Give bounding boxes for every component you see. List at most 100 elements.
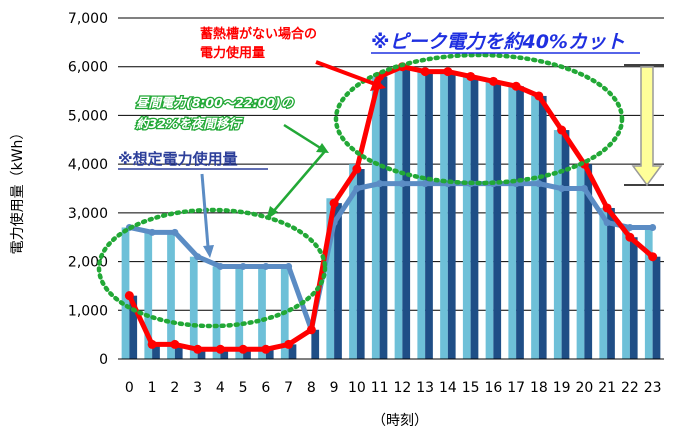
y-tick-label: 1,000: [68, 303, 108, 319]
point-no-storage: [602, 203, 612, 213]
point-no-storage: [443, 67, 453, 77]
bar-assumed: [121, 227, 130, 359]
point-no-storage: [124, 291, 134, 301]
peak-period-ellipse: [333, 52, 625, 186]
bar-assumed: [485, 81, 494, 359]
peak-cut-down-arrow: [631, 66, 663, 187]
shift-arrow-1: [283, 123, 323, 151]
shift-label-line2: 約32%を夜間移行: [135, 116, 243, 131]
point-no-storage: [352, 164, 362, 174]
assumed-callout-arrow: [200, 173, 214, 258]
point-no-storage: [170, 339, 180, 349]
bar-assumed: [508, 86, 517, 359]
y-tick-label: 6,000: [68, 60, 108, 76]
x-axis-title: （時刻）: [372, 413, 428, 429]
no-storage-callout-arrow: [315, 60, 386, 91]
bar-no-storage: [288, 344, 297, 359]
x-tick-label: 22: [621, 380, 639, 396]
x-tick-label: 13: [416, 380, 434, 396]
x-tick-label: 19: [553, 380, 571, 396]
x-tick-label: 9: [330, 380, 339, 396]
x-tick-label: 18: [530, 380, 548, 396]
bar-no-storage: [311, 329, 320, 359]
x-tick-label: 2: [170, 380, 179, 396]
x-tick-label: 4: [216, 380, 225, 396]
x-tick-label: 10: [348, 380, 366, 396]
bar-assumed: [622, 227, 630, 359]
point-no-storage: [488, 76, 498, 86]
bar-no-storage: [493, 81, 502, 359]
point-assumed: [626, 223, 634, 231]
x-tick-label: 12: [393, 380, 411, 396]
point-assumed: [194, 253, 202, 261]
point-no-storage: [215, 344, 225, 354]
point-assumed: [216, 262, 224, 270]
point-assumed: [376, 180, 384, 188]
bar-no-storage: [652, 256, 661, 359]
x-tick-label: 8: [307, 380, 316, 396]
bar-no-storage: [243, 349, 251, 359]
x-tick-label: 7: [284, 380, 293, 396]
point-no-storage: [648, 252, 658, 262]
bar-assumed: [258, 266, 266, 359]
y-tick-label: 5,000: [68, 108, 108, 124]
bar-no-storage: [538, 95, 547, 359]
no-storage-label-line1: 蓄熱槽がない場合の: [200, 26, 317, 42]
point-assumed: [398, 180, 406, 188]
bar-no-storage: [447, 71, 456, 359]
point-no-storage: [557, 125, 567, 135]
x-tick-label: 3: [193, 380, 202, 396]
bar-no-storage: [402, 66, 411, 359]
bar-assumed: [349, 164, 357, 359]
peak-cut-bracket: [624, 64, 664, 186]
x-tick-label: 16: [484, 380, 502, 396]
shift-arrow-2: [271, 149, 327, 214]
bar-assumed: [235, 266, 244, 359]
bar-no-storage: [265, 349, 274, 359]
x-tick-label: 21: [598, 380, 616, 396]
bar-no-storage: [334, 203, 342, 359]
y-axis-title: 電力使用量（kWh）: [9, 126, 26, 255]
bar-no-storage: [425, 71, 433, 359]
point-no-storage: [329, 198, 339, 208]
bar-assumed: [212, 266, 221, 359]
bar-assumed: [553, 130, 562, 359]
bar-no-storage: [629, 237, 638, 359]
bar-no-storage: [174, 344, 183, 359]
bar-no-storage: [129, 295, 138, 359]
x-tick-label: 14: [439, 380, 457, 396]
point-no-storage: [261, 344, 271, 354]
y-tick-label: 3,000: [68, 206, 108, 222]
bar-no-storage: [379, 76, 388, 359]
bar-assumed: [189, 256, 198, 359]
bar-no-storage: [516, 86, 524, 359]
bar-assumed: [371, 76, 380, 359]
x-tick-label: 20: [575, 380, 593, 396]
point-no-storage: [534, 91, 544, 101]
shift-label-line1: 昼間電力(8:00～22:00)の: [136, 95, 295, 110]
bar-assumed: [644, 227, 653, 359]
point-assumed: [353, 185, 361, 192]
bar-no-storage: [584, 164, 593, 359]
x-tick-label: 1: [148, 380, 157, 396]
point-no-storage: [420, 67, 430, 77]
bar-no-storage: [561, 130, 570, 359]
bar-assumed: [167, 232, 175, 359]
x-tick-label: 6: [261, 380, 270, 396]
y-tick-label: 0: [99, 352, 108, 368]
point-assumed: [580, 185, 588, 192]
point-no-storage: [284, 339, 294, 349]
bar-no-storage: [197, 349, 206, 359]
point-assumed: [649, 223, 657, 231]
bar-no-storage: [470, 76, 479, 359]
bar-no-storage: [607, 207, 615, 359]
bar-assumed: [417, 71, 426, 359]
point-assumed: [421, 180, 429, 188]
point-assumed: [171, 228, 179, 236]
point-no-storage: [466, 71, 476, 81]
x-tick-label: 23: [644, 380, 662, 396]
x-tick-label: 15: [462, 380, 480, 396]
point-assumed: [148, 228, 156, 236]
